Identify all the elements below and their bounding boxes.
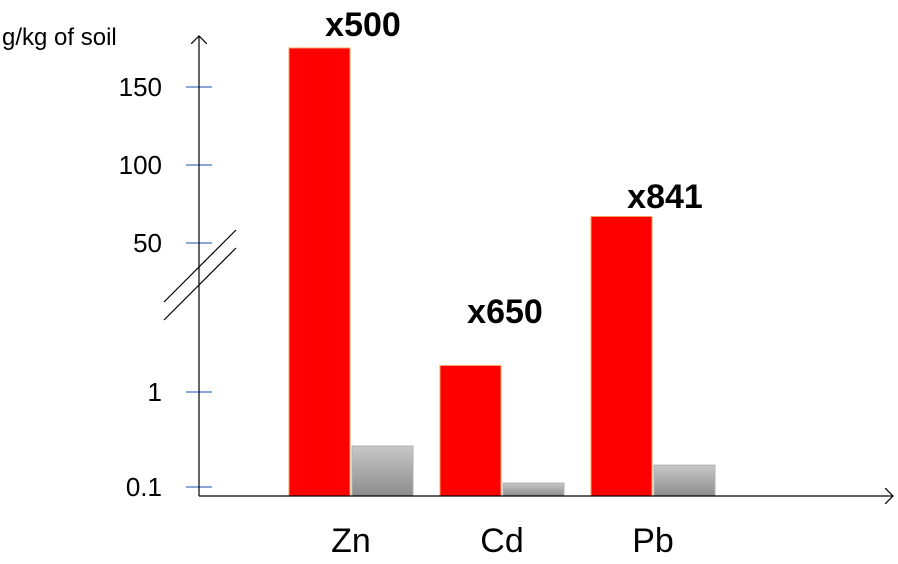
red-bar-zn bbox=[288, 47, 351, 497]
y-tick-label: 150 bbox=[119, 72, 162, 102]
y-tick-label: 1 bbox=[148, 377, 162, 407]
category-label: Zn bbox=[331, 522, 371, 560]
red-bar-cd bbox=[439, 365, 502, 497]
y-tick-label: 100 bbox=[119, 150, 162, 180]
y-axis-unit-label: g/kg of soil bbox=[2, 24, 117, 51]
gray-bar-cd bbox=[502, 482, 565, 497]
red-bar-pb bbox=[590, 215, 653, 497]
category-label: Cd bbox=[480, 522, 523, 560]
data-label-cd: x650 bbox=[467, 293, 543, 331]
category-label: Pb bbox=[632, 522, 674, 560]
data-labels-group: x500 x650 x841 bbox=[325, 6, 703, 331]
data-label-zn: x500 bbox=[325, 6, 401, 44]
bars-group bbox=[288, 47, 716, 497]
y-tick-label: 50 bbox=[133, 228, 162, 258]
gray-bar-pb bbox=[653, 464, 716, 497]
gray-bar-zn bbox=[351, 445, 414, 497]
y-tick-label: 0.1 bbox=[126, 472, 162, 502]
axis-break-mark bbox=[163, 247, 237, 321]
category-labels-group: Zn Cd Pb bbox=[331, 522, 674, 560]
axis-break-mark bbox=[163, 229, 237, 303]
data-label-pb: x841 bbox=[627, 178, 703, 216]
